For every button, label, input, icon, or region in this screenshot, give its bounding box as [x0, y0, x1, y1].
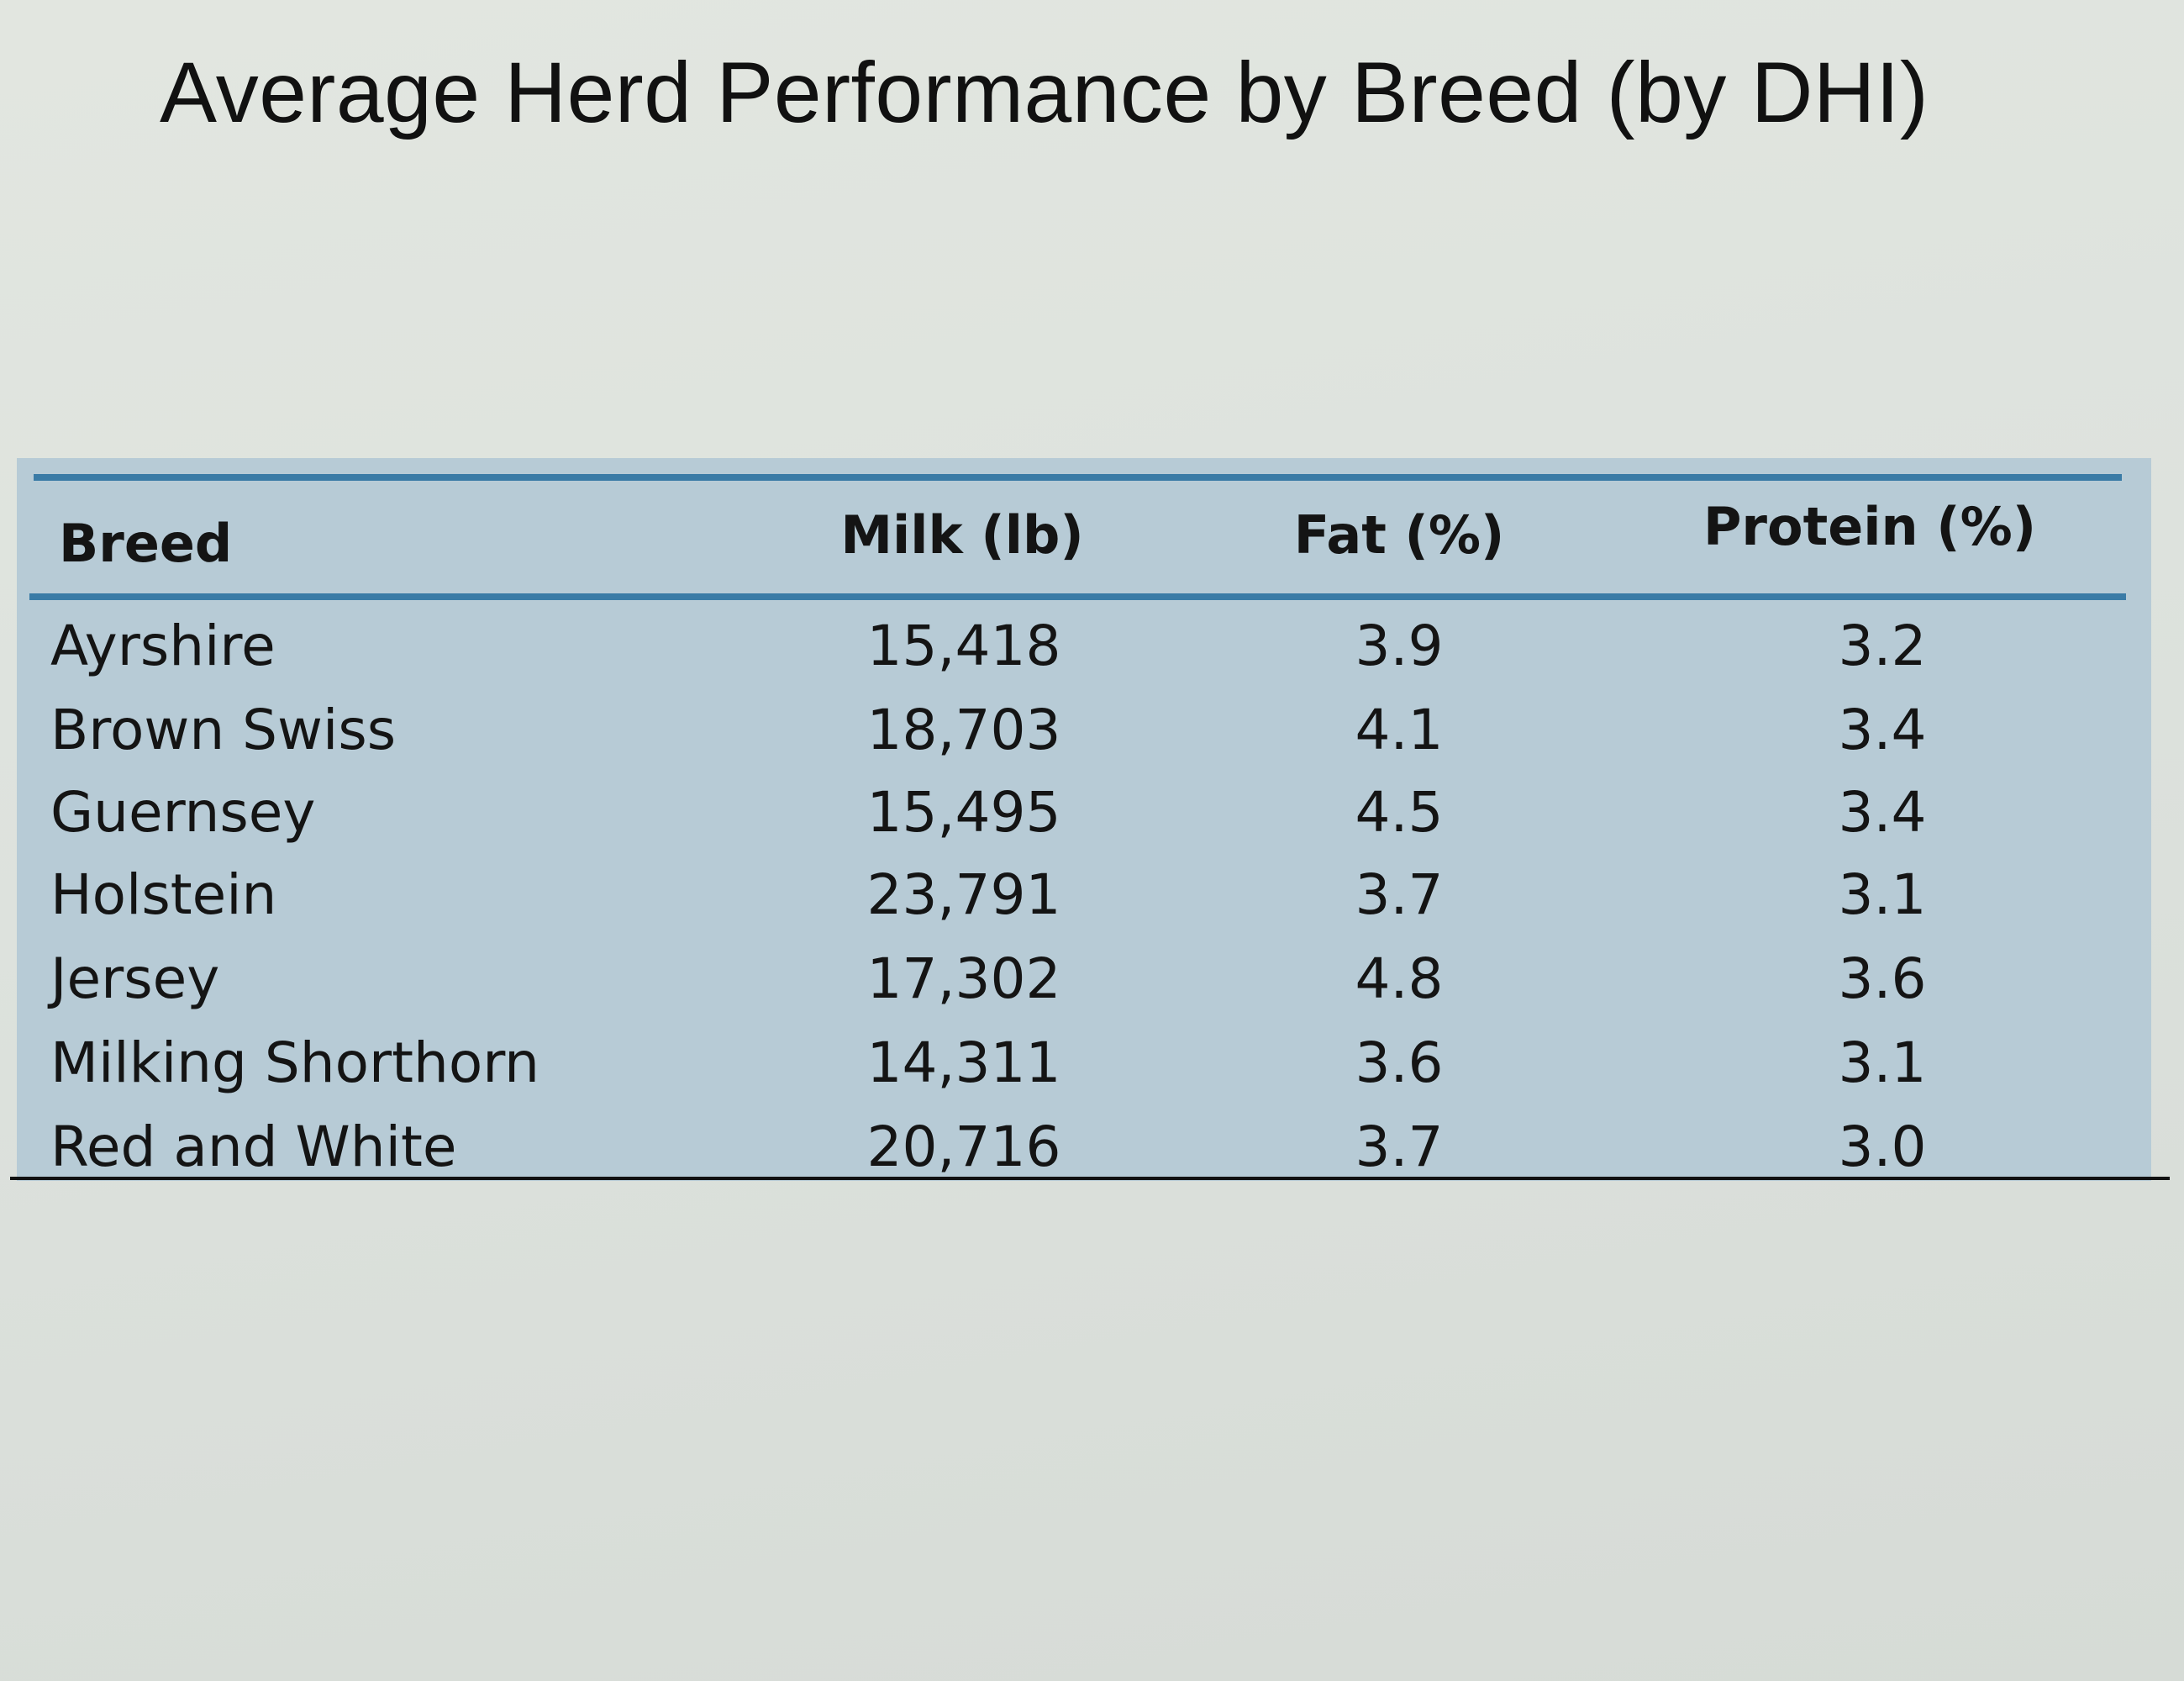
header-protein: Protein (%) [1702, 496, 2037, 557]
header-milk: Milk (lb) [840, 504, 1084, 566]
cell-breed: Holstein [50, 862, 277, 927]
table-header-rule [29, 593, 2126, 600]
cell-protein: 3.2 [1838, 614, 1927, 678]
cell-breed: Jersey [50, 946, 220, 1011]
cell-breed: Brown Swiss [50, 698, 397, 762]
cell-milk: 17,302 [866, 946, 1061, 1011]
cell-breed: Milking Shorthorn [50, 1030, 540, 1095]
cell-fat: 3.7 [1355, 862, 1444, 927]
cell-fat: 4.8 [1355, 946, 1444, 1011]
cell-milk: 15,418 [866, 614, 1061, 678]
cell-milk: 20,716 [866, 1115, 1061, 1179]
cell-breed: Red and White [50, 1115, 457, 1179]
cell-protein: 3.1 [1838, 862, 1927, 927]
cell-milk: 15,495 [866, 780, 1061, 845]
cell-milk: 18,703 [866, 698, 1061, 762]
cell-protein: 3.1 [1838, 1030, 1927, 1095]
cell-protein: 3.4 [1838, 698, 1927, 762]
cell-fat: 3.6 [1355, 1030, 1444, 1095]
cell-milk: 23,791 [866, 862, 1061, 927]
table-bottom-rule [10, 1177, 2170, 1180]
table-top-rule [34, 474, 2122, 481]
table-panel [17, 458, 2151, 1181]
cell-milk: 14,311 [866, 1030, 1061, 1095]
header-breed: Breed [59, 513, 233, 574]
cell-fat: 4.5 [1355, 780, 1444, 845]
page-title: Average Herd Performance by Breed (by DH… [160, 45, 1929, 140]
cell-fat: 3.7 [1355, 1115, 1444, 1179]
cell-protein: 3.0 [1838, 1115, 1927, 1179]
cell-protein: 3.4 [1838, 780, 1927, 845]
cell-fat: 3.9 [1355, 614, 1444, 678]
cell-fat: 4.1 [1355, 698, 1444, 762]
header-fat: Fat (%) [1293, 504, 1505, 566]
cell-breed: Guernsey [50, 780, 316, 845]
cell-breed: Ayrshire [50, 614, 276, 678]
table-header-row: Breed Milk (lb) Fat (%) Protein (%) [0, 496, 2184, 580]
cell-protein: 3.6 [1838, 946, 1927, 1011]
